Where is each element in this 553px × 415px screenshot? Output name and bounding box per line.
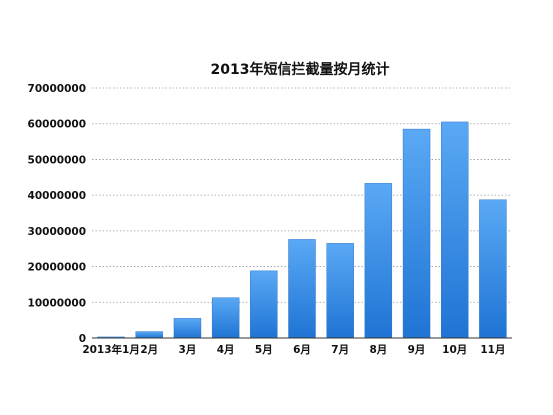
bar: [288, 239, 316, 339]
bar: [135, 331, 163, 339]
x-tick-label: 4月: [217, 344, 235, 356]
chart-title: 2013年短信拦截量按月统计: [211, 61, 390, 78]
bar: [364, 183, 393, 339]
x-tick-label: 5月: [255, 344, 273, 356]
x-tick-label: 8月: [369, 344, 387, 356]
x-tick-label: 9月: [408, 344, 426, 356]
y-tick-label: 70000000: [28, 83, 86, 95]
y-axis-tick-labels: 0 10000000 20000000 30000000 40000000 5000000…: [28, 83, 86, 345]
gridlines: [92, 87, 512, 303]
x-tick-label: 6月: [293, 344, 311, 356]
bar: [479, 199, 507, 339]
bar: [250, 270, 278, 339]
x-axis-tick-labels: 2013年1月 2月 3月 4月 5月 6月 7月 8月 9月 10月 11月: [82, 343, 505, 356]
y-tick-label: 50000000: [28, 154, 86, 166]
x-tick-label: 2013年1月: [82, 343, 140, 356]
bar: [402, 128, 431, 339]
bar: [211, 297, 240, 339]
x-tick-label: 11月: [480, 344, 505, 356]
y-tick-label: 40000000: [28, 190, 86, 202]
y-tick-label: 10000000: [28, 297, 86, 309]
bar: [173, 318, 202, 339]
y-tick-label: 30000000: [28, 226, 86, 238]
bar: [441, 121, 469, 339]
x-tick-label: 7月: [331, 344, 349, 356]
x-tick-label: 3月: [179, 344, 197, 356]
bar: [326, 243, 354, 339]
x-tick-label: 10月: [442, 344, 467, 356]
y-tick-label: 0: [79, 333, 86, 345]
x-tick-label: 2月: [140, 344, 158, 356]
y-tick-label: 60000000: [28, 119, 86, 131]
bars: [97, 121, 507, 339]
y-tick-label: 20000000: [28, 262, 86, 274]
